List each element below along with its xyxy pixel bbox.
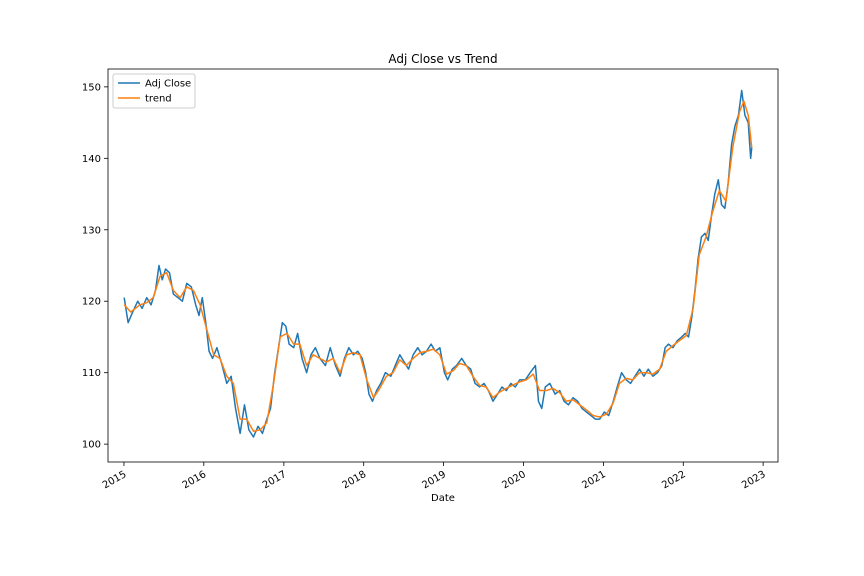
plot-area bbox=[123, 89, 753, 438]
series-line-adj-close bbox=[123, 89, 753, 438]
y-tick-label: 120 bbox=[82, 297, 101, 308]
y-tick-label: 100 bbox=[82, 440, 101, 451]
y-tick-label: 130 bbox=[82, 225, 101, 236]
chart-title: Adj Close vs Trend bbox=[388, 52, 497, 66]
x-axis-title: Date bbox=[431, 493, 455, 504]
y-axis: 100 110 120 130 140 150 bbox=[82, 82, 108, 451]
legend-label-trend: trend bbox=[145, 94, 172, 105]
legend-label-adj-close: Adj Close bbox=[145, 79, 191, 90]
y-tick-label: 150 bbox=[82, 82, 101, 93]
y-tick-label: 110 bbox=[82, 368, 101, 379]
plot-frame bbox=[107, 68, 779, 463]
legend: Adj Close trend bbox=[112, 73, 196, 109]
y-tick-label: 140 bbox=[82, 154, 101, 165]
series-line-trend bbox=[123, 100, 753, 433]
